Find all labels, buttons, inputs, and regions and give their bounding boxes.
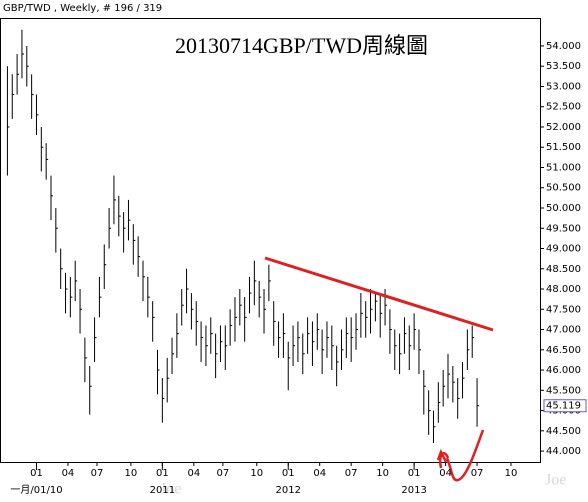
y-tick-label: 49.000: [546, 244, 581, 255]
x-tick-label: 10: [376, 468, 389, 479]
y-tick-label: 52.000: [546, 122, 581, 133]
y-tick-label: 47.500: [546, 304, 581, 315]
arrow: [436, 429, 485, 482]
y-tick-label: 49.500: [546, 223, 581, 234]
x-tick-label: 10: [250, 468, 263, 479]
x-tick-label: 07: [345, 468, 358, 479]
x-tick-label: 07: [471, 468, 484, 479]
x-tick-label: 04: [439, 468, 452, 479]
x-tick-label: 01: [408, 468, 421, 479]
y-tick-label: 45.500: [546, 385, 581, 396]
y-tick-label: 51.000: [546, 162, 581, 173]
x-tick-label: 04: [62, 468, 75, 479]
y-tick-label: 52.500: [546, 102, 581, 113]
y-tick-label: 44.000: [546, 446, 581, 457]
y-tick-label: 44.500: [546, 426, 581, 437]
y-tick-label: 51.500: [546, 142, 581, 153]
year-label: 2011: [150, 485, 175, 496]
x-tick-label: 01: [30, 468, 43, 479]
y-tick-label: 50.000: [546, 203, 581, 214]
last-value-label: 45.119: [546, 401, 581, 412]
chart-title: 20130714GBP/TWD周線圖: [175, 33, 428, 58]
x-tick-label: 01: [156, 468, 169, 479]
x-tick-label: 01: [282, 468, 295, 479]
watermark: Joe: [545, 472, 566, 489]
y-tick-label: 46.500: [546, 345, 581, 356]
header: GBP/TWD , Weekly, # 196 / 319: [3, 3, 162, 14]
trend-line: [264, 256, 494, 332]
y-tick-label: 53.500: [546, 61, 581, 72]
x-tick-label: 04: [313, 468, 326, 479]
y-tick-label: 50.500: [546, 183, 581, 194]
y-tick-label: 48.000: [546, 284, 581, 295]
x-tick-label: 07: [217, 468, 230, 479]
y-tick-label: 53.000: [546, 81, 581, 92]
y-tick-label: 54.000: [546, 41, 581, 52]
year-label: 2013: [401, 485, 426, 496]
x-tick-label: 04: [187, 468, 200, 479]
year-label: 2012: [276, 485, 301, 496]
plot-frame: [0, 18, 541, 463]
y-tick-label: 47.000: [546, 325, 581, 336]
marks: [6, 29, 480, 443]
y-tick-label: 48.500: [546, 264, 581, 275]
x-tick-label: 07: [91, 468, 104, 479]
y-tick-label: 46.000: [546, 365, 581, 376]
x-tick-label: 10: [125, 468, 138, 479]
watermark: Joe: [160, 481, 181, 498]
x-tick-label: 10: [505, 468, 518, 479]
last-value-box: [543, 399, 587, 413]
year-label: 一月/01/10: [10, 484, 62, 496]
